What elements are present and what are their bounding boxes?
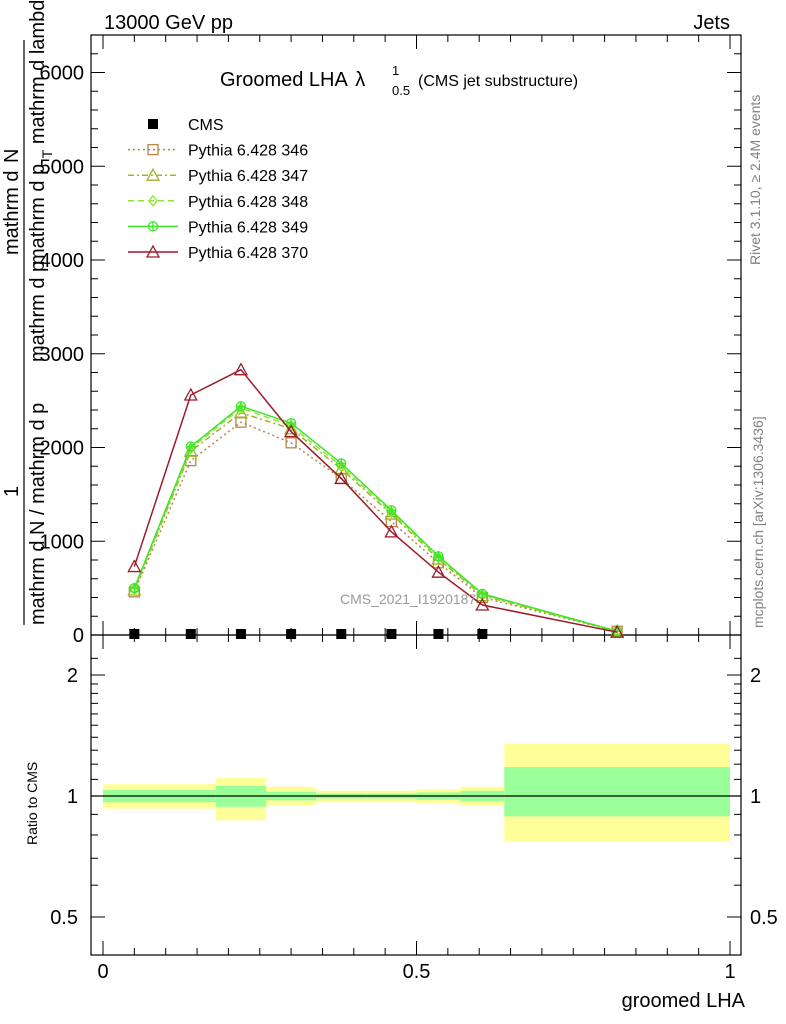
main-y-tick-label: 5000: [40, 156, 85, 178]
data-point-3-0: [129, 583, 140, 596]
ratio-y-tick-label: 0.5: [50, 907, 78, 929]
series-line-5: [133, 368, 618, 633]
series-5: [127, 362, 625, 638]
data-point-5-0: [127, 559, 142, 573]
ylabel-denominator-lambda: mathrm d lambda: [27, 0, 49, 144]
main-y-tick-label: 0: [73, 625, 84, 647]
analysis-watermark: CMS_2021_I1920187: [340, 591, 476, 607]
ratio-y-tick-label-right: 2: [750, 665, 761, 687]
ylabel-numerator: mathrm d N: [1, 149, 23, 255]
header-energy: 13000 GeV pp: [104, 12, 233, 34]
data-point-5-6: [431, 564, 446, 578]
data-point-5-2: [233, 362, 249, 376]
main-y-tick-label: 1000: [40, 531, 85, 553]
ylabel-denominator-d: mathrm d p: [27, 261, 49, 362]
data-point-4-6-cross: [433, 551, 443, 561]
legend-marker-3: [148, 194, 158, 207]
legend: CMS Pythia 6.428 346 Pythia 6.428 347 Pythi…: [128, 117, 308, 262]
x-tick-label: 1: [724, 961, 735, 983]
data-point-4-7-cross: [477, 589, 487, 599]
plot-title-lambda: λ: [355, 69, 365, 91]
legend-label-2: Pythia 6.428 347: [188, 168, 308, 185]
ratio-bands: [103, 743, 730, 842]
x-axis-label: groomed LHA: [622, 990, 746, 1012]
data-point-4-0-cross: [129, 583, 139, 593]
data-point-0-3: [286, 629, 297, 639]
ylabel-numerator-d: mathrm d: [1, 171, 23, 255]
main-y-tick-label: 2000: [40, 438, 85, 460]
ratio-y-tick-label: 1: [67, 786, 78, 808]
data-point-0-6: [433, 629, 444, 639]
data-point-5-8: [610, 624, 625, 638]
ratio-y-tick-label: 2: [67, 665, 78, 687]
data-point-0-7: [477, 629, 488, 639]
data-point-5-5: [384, 524, 399, 538]
legend-label-0: CMS: [188, 117, 224, 134]
x-tick-label: 0: [97, 961, 108, 983]
data-point-0-5: [386, 629, 397, 639]
main-y-tick-label: 3000: [40, 344, 85, 366]
plot-title-note: (CMS jet substructure): [418, 73, 578, 90]
header-jets: Jets: [693, 12, 730, 34]
ylabel-denominator-t: T: [39, 149, 55, 158]
series-layer: [127, 362, 625, 639]
data-point-3-6: [433, 551, 444, 564]
data-point-2-2: [233, 405, 249, 419]
x-tick-label: 0.5: [403, 961, 431, 983]
ratio-axis-ticks: 0.5 0.5 1 1 2 2: [50, 657, 778, 929]
data-point-4-4-cross: [336, 458, 346, 468]
series-0: [129, 629, 488, 639]
data-point-0-4: [336, 629, 347, 639]
plot-title-main: Groomed LHA: [220, 69, 348, 91]
rivet-version: Rivet 3.1.10, ≥ 2.4M events: [747, 95, 763, 265]
x-axis-ticks: 0 0.5 1: [97, 35, 736, 983]
legend-marker-5: [145, 244, 161, 258]
plot-title: Groomed LHA λ: [220, 69, 365, 91]
main-y-tick-label: 6000: [40, 63, 85, 85]
data-point-0-1: [185, 629, 196, 639]
legend-marker-4-cross: [148, 221, 158, 231]
ylabel-prefix-num: 1: [1, 486, 23, 497]
ratio-y-tick-label-right: 0.5: [750, 907, 778, 929]
ratio-ylabel: Ratio to CMS: [24, 762, 40, 845]
data-point-4-2-cross: [236, 401, 246, 411]
data-point-2-1: [183, 443, 198, 457]
data-point-5-1: [183, 387, 198, 401]
ylabel-denominator-pt: mathrm d p: [27, 164, 49, 265]
legend-marker-1: [147, 143, 159, 156]
data-point-2-4: [334, 461, 349, 475]
plot-title-sup: 1: [392, 63, 399, 78]
legend-marker-0: [148, 119, 158, 129]
ylabel-denominator: mathrm d p: [27, 261, 49, 362]
legend-label-5: Pythia 6.428 370: [188, 245, 308, 262]
main-axis-ticks: 0 1000 2000 3000 4000 5000 6000: [40, 34, 741, 647]
ratio-y-tick-label-right: 1: [750, 786, 761, 808]
main-y-tick-label: 4000: [40, 250, 85, 272]
data-point-4-1-cross: [186, 442, 196, 452]
ratio-band-inner-7: [504, 767, 730, 817]
data-point-4-5-cross: [386, 505, 396, 515]
data-point-5-4: [334, 471, 349, 485]
plot-title-sub: 0.5: [392, 83, 410, 98]
data-point-5-7: [475, 597, 490, 611]
ylabel-numerator-n: N: [1, 149, 23, 163]
ylabel-denominator-2: mathrm d p T mathrm d lambda: [27, 0, 57, 265]
legend-label-4: Pythia 6.428 349: [188, 219, 308, 236]
mcplots-reference: mcplots.cern.ch [arXiv:1306.3436]: [750, 416, 766, 628]
series-line-2: [133, 411, 618, 632]
legend-label-3: Pythia 6.428 348: [188, 194, 308, 211]
ylabel-prefix-den: mathrm d N / mathrm d p: [27, 403, 49, 625]
data-point-1-3: [285, 437, 297, 449]
data-point-5-3: [284, 424, 299, 438]
data-point-0-0: [129, 629, 140, 639]
legend-marker-2: [145, 167, 161, 181]
data-point-0-2: [235, 629, 246, 639]
legend-label-1: Pythia 6.428 346: [188, 143, 308, 160]
